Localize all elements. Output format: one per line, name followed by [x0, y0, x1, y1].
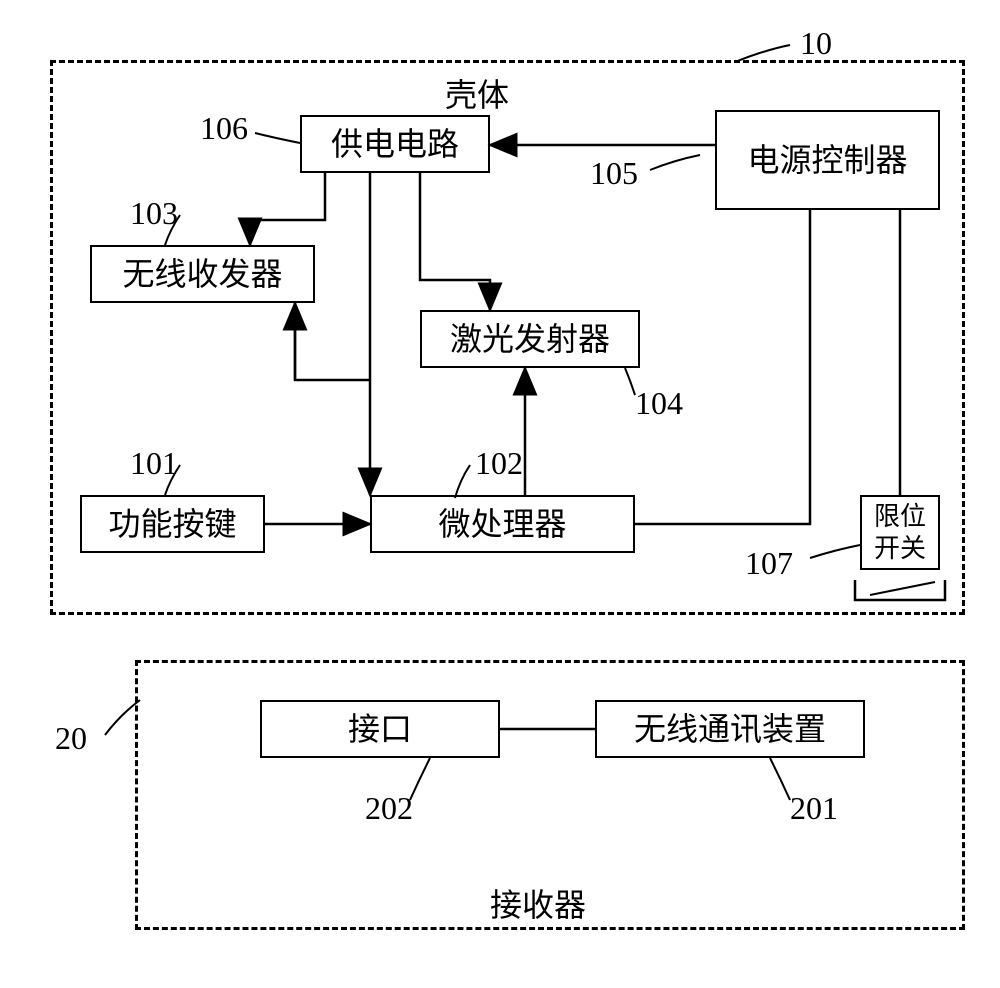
id-202: 202 — [365, 790, 413, 827]
wireless-comm-box: 无线通讯装置 — [595, 700, 865, 758]
receiver-title: 接收器 — [490, 880, 586, 926]
id-103: 103 — [130, 195, 178, 232]
id-104: 104 — [635, 385, 683, 422]
microprocessor-box: 微处理器 — [370, 495, 635, 553]
shell-id-label: 10 — [800, 25, 832, 62]
id-106: 106 — [200, 110, 248, 147]
id-102: 102 — [475, 445, 523, 482]
power-controller-box: 电源控制器 — [715, 110, 940, 210]
laser-emitter-box: 激光发射器 — [420, 310, 640, 368]
block-diagram: 壳体 接收器 供电电路 电源控制器 无线收发器 激光发射器 功能按键 微处理器 … — [0, 0, 1000, 988]
function-key-box: 功能按键 — [80, 495, 265, 553]
transceiver-box: 无线收发器 — [90, 245, 315, 303]
limit-switch-box: 限位 开关 — [860, 495, 940, 570]
receiver-id-label: 20 — [55, 720, 87, 757]
shell-title: 壳体 — [445, 70, 509, 116]
id-107: 107 — [745, 545, 793, 582]
id-101: 101 — [130, 445, 178, 482]
power-supply-box: 供电电路 — [300, 115, 490, 173]
interface-box: 接口 — [260, 700, 500, 758]
id-105: 105 — [590, 155, 638, 192]
id-201: 201 — [790, 790, 838, 827]
